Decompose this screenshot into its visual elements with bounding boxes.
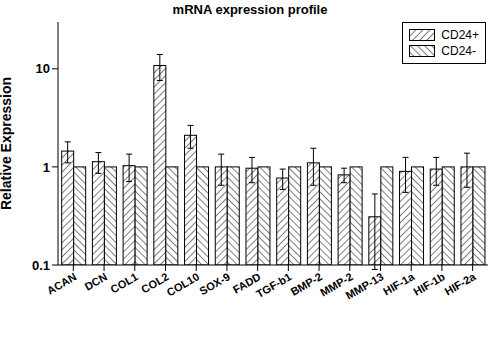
svg-text:COL10: COL10 bbox=[164, 270, 201, 298]
svg-text:MMP-13: MMP-13 bbox=[344, 270, 386, 301]
svg-text:BMP-2: BMP-2 bbox=[288, 270, 324, 298]
html-text:CD24-: CD24- bbox=[441, 44, 476, 58]
svg-text:DCN: DCN bbox=[82, 270, 109, 292]
svg-text:COL1: COL1 bbox=[108, 270, 139, 295]
svg-text:COL2: COL2 bbox=[139, 270, 171, 296]
html-text:CD24+: CD24+ bbox=[441, 28, 479, 42]
svg-text:SOX-9: SOX-9 bbox=[197, 270, 232, 297]
svg-text:HIF-2a: HIF-2a bbox=[443, 270, 479, 298]
svg-text:HIF-1b: HIF-1b bbox=[411, 270, 447, 298]
svg-text:HIF-1a: HIF-1a bbox=[381, 270, 417, 298]
html-text:mRNA expression profile: mRNA expression profile bbox=[172, 2, 328, 17]
svg-text:Relative Expression: Relative Expression bbox=[8, 77, 14, 210]
svg-text:1: 1 bbox=[43, 160, 50, 175]
svg-text:FADD: FADD bbox=[230, 270, 263, 296]
svg-text:MMP-2: MMP-2 bbox=[318, 270, 355, 299]
svg-text:TGF-b1: TGF-b1 bbox=[254, 270, 293, 300]
svg-text:0.1: 0.1 bbox=[32, 258, 50, 273]
svg-text:ACAN: ACAN bbox=[45, 270, 79, 296]
svg-text:10: 10 bbox=[36, 61, 50, 76]
